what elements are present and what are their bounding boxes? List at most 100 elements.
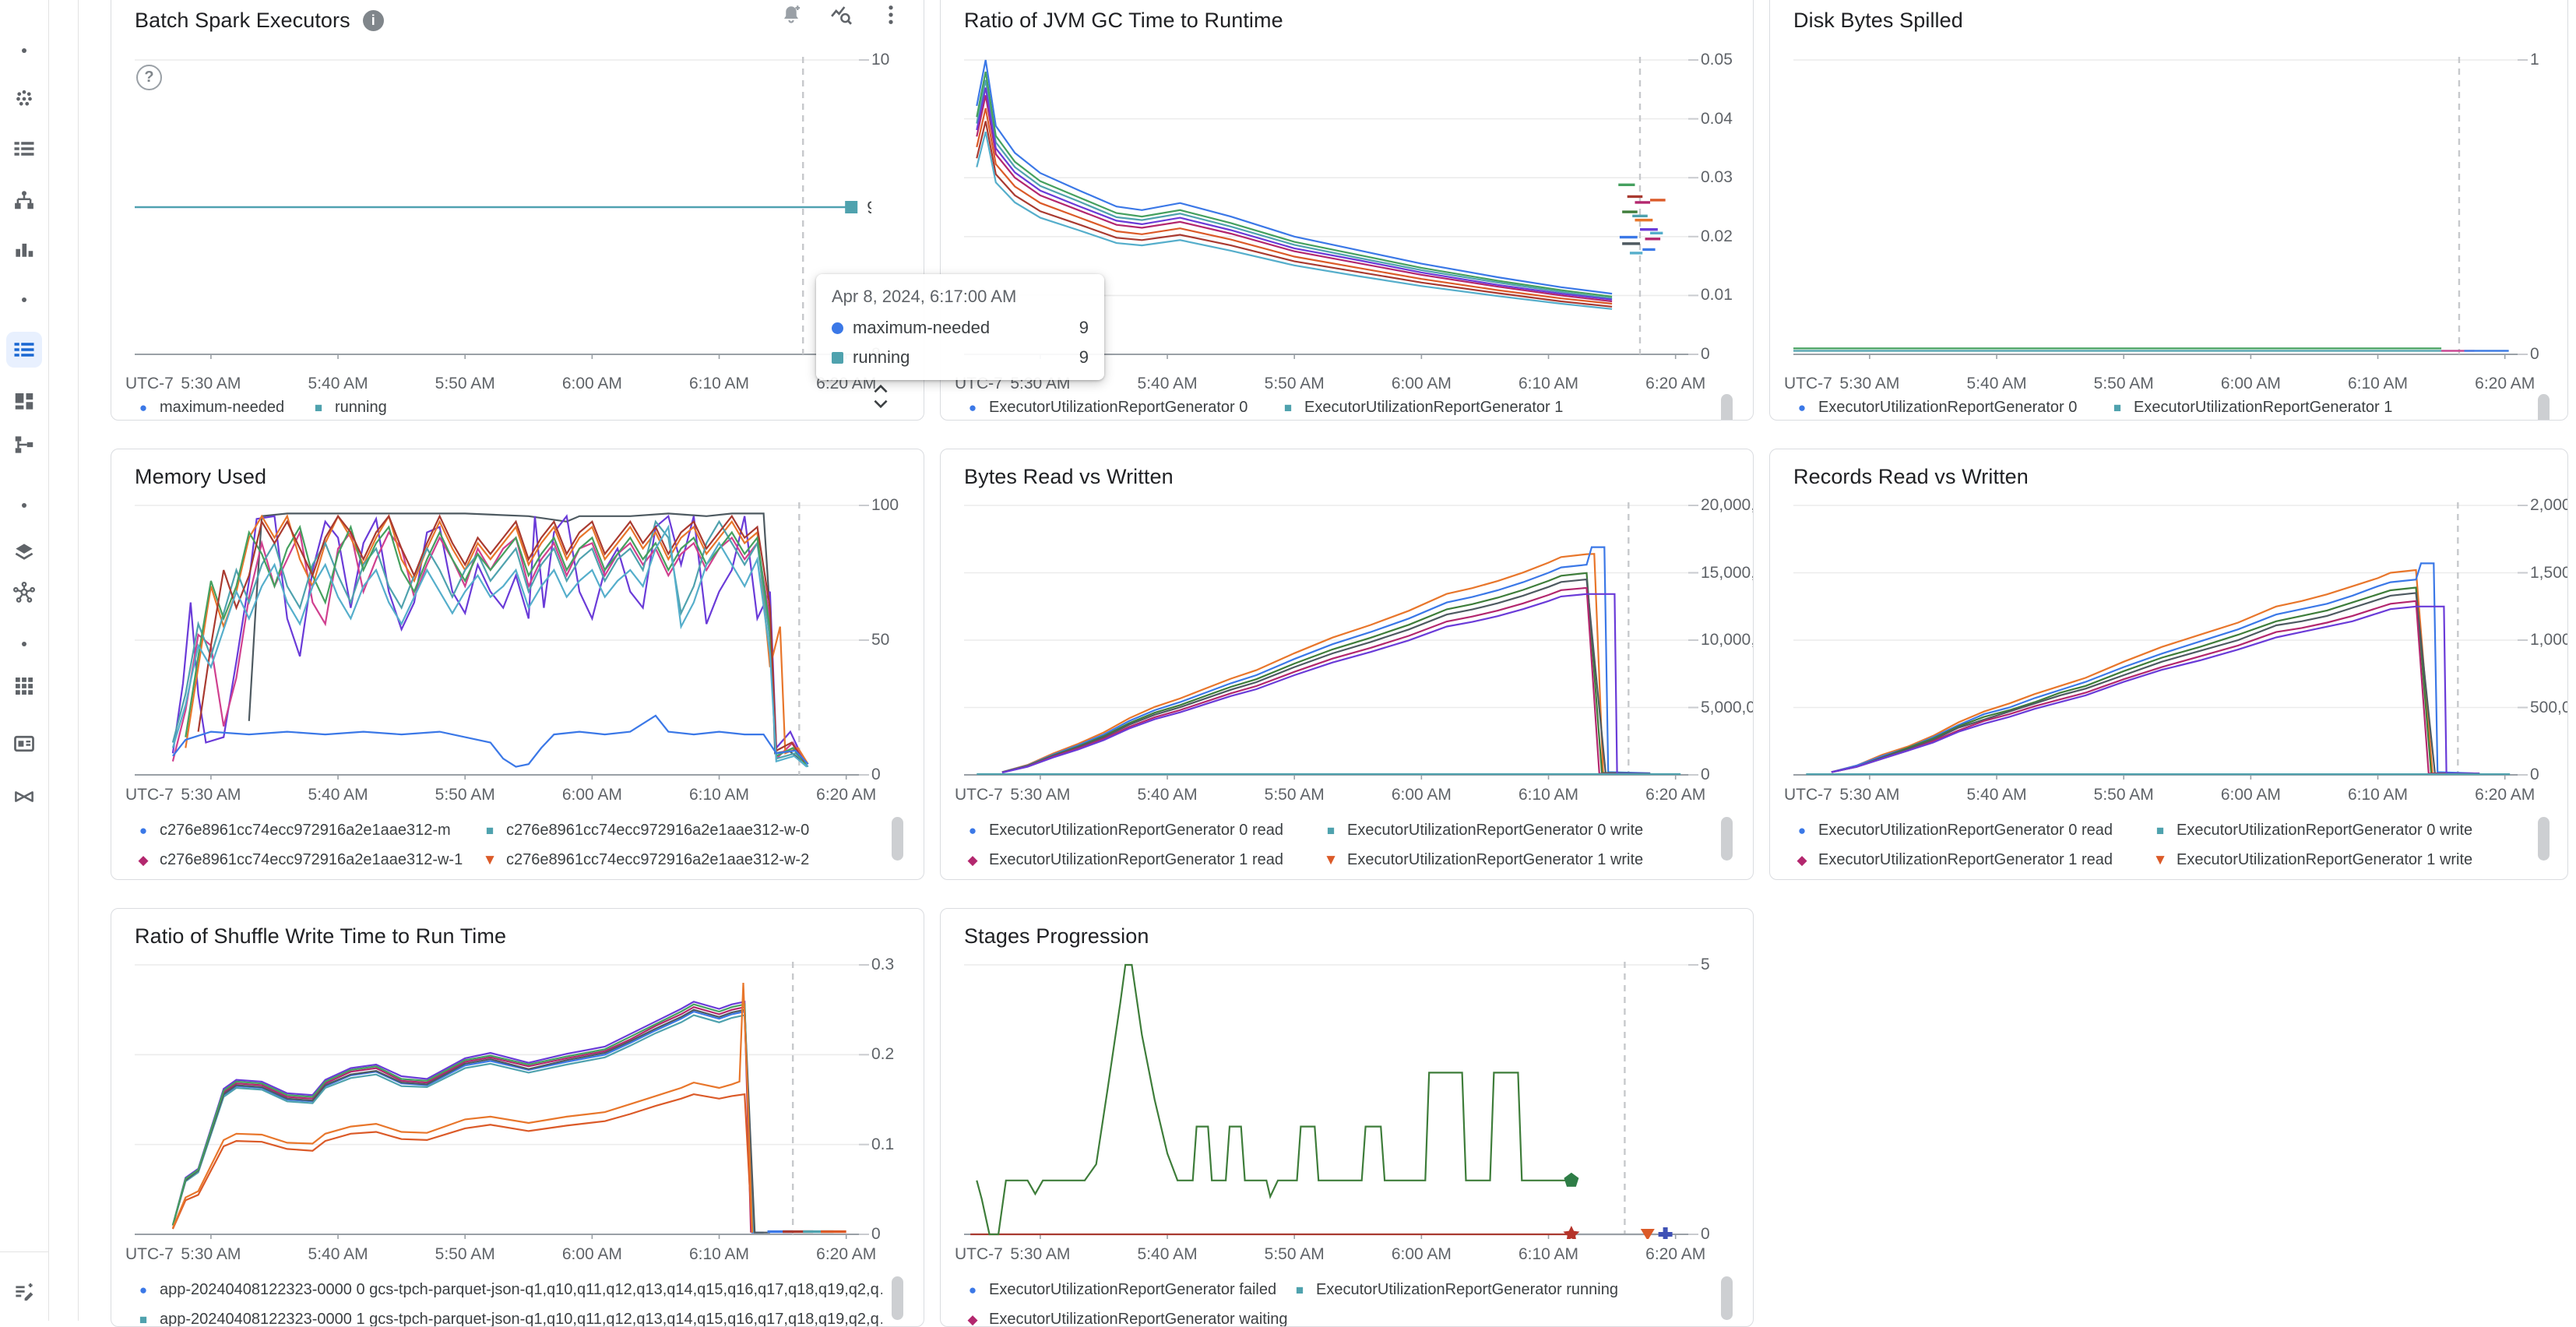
sidebar-item-flow-icon[interactable] — [6, 427, 42, 463]
legend-label: app-20240408122323-0000 1 gcs-tpch-parqu… — [160, 1311, 882, 1327]
legend-scrollbar[interactable] — [1721, 394, 1733, 421]
series-line — [173, 1005, 752, 1233]
info-icon[interactable]: i — [363, 10, 384, 31]
sidebar-item-bowtie-icon[interactable] — [6, 779, 42, 815]
legend-item[interactable]: ▼c276e8961cc74ecc972916a2e1aae312-w-2 — [481, 851, 809, 869]
help-icon[interactable]: ? — [136, 65, 162, 90]
legend-item[interactable]: ◆ExecutorUtilizationReportGenerator wait… — [964, 1311, 1288, 1327]
triangle-marker-icon: ▼ — [2152, 853, 2169, 868]
explore-chart-icon[interactable] — [827, 1, 855, 29]
legend-scrollbar[interactable] — [2538, 394, 2550, 421]
chart-canvas[interactable] — [964, 959, 1701, 1239]
sidebar-item-newspaper-icon[interactable] — [6, 726, 42, 762]
circle-marker-icon: ● — [1793, 824, 1811, 837]
legend-item[interactable]: ■running — [310, 399, 387, 417]
x-axis-label: 5:30 AM — [160, 1245, 262, 1264]
legend-item[interactable]: ●ExecutorUtilizationReportGenerator 0 — [964, 399, 1248, 417]
legend-item[interactable]: ●app-20240408122323-0000 0 gcs-tpch-parq… — [135, 1281, 882, 1299]
series-line — [1832, 588, 2479, 774]
y-axis-label: 5 — [1701, 956, 1710, 974]
x-axis-label: 5:40 AM — [287, 375, 389, 393]
legend-item[interactable]: ■ExecutorUtilizationReportGenerator 0 wr… — [2152, 822, 2472, 839]
triangle-marker-icon: ▼ — [481, 853, 498, 868]
add-alert-icon[interactable] — [777, 1, 805, 29]
x-axis-label: 5:50 AM — [414, 1245, 516, 1264]
star-marker-icon — [1563, 1226, 1579, 1239]
x-axis-label: 5:40 AM — [1946, 786, 2047, 804]
legend-item[interactable]: ●maximum-needed — [135, 399, 284, 417]
legend-item[interactable]: ●ExecutorUtilizationReportGenerator fail… — [964, 1281, 1276, 1299]
legend-item[interactable]: ■ExecutorUtilizationReportGenerator 1 — [2109, 399, 2392, 417]
legend-label: ExecutorUtilizationReportGenerator 0 — [1818, 399, 2077, 417]
legend-item[interactable]: ●ExecutorUtilizationReportGenerator 0 re… — [964, 822, 1283, 839]
legend-label: maximum-needed — [160, 399, 284, 417]
chart-canvas[interactable] — [964, 499, 1701, 780]
legend-item[interactable]: ●ExecutorUtilizationReportGenerator 0 re… — [1793, 822, 2113, 839]
legend-item[interactable]: ■ExecutorUtilizationReportGenerator 0 wr… — [1322, 822, 1643, 839]
legend-item[interactable]: ■ExecutorUtilizationReportGenerator 1 — [1279, 399, 1563, 417]
sidebar-item-list-icon[interactable] — [6, 332, 42, 368]
chart-canvas[interactable]: 9 — [135, 54, 871, 359]
y-axis-label: 100 — [871, 496, 899, 515]
legend-label: ExecutorUtilizationReportGenerator faile… — [989, 1281, 1276, 1299]
sidebar-item-tree-icon[interactable] — [6, 182, 42, 218]
more-vert-icon[interactable] — [877, 1, 905, 29]
legend-scrollbar[interactable] — [2538, 817, 2550, 861]
legend-item[interactable]: ▼ExecutorUtilizationReportGenerator 1 wr… — [1322, 851, 1643, 869]
chart-canvas[interactable] — [1793, 499, 2530, 780]
legend-item[interactable]: ■c276e8961cc74ecc972916a2e1aae312-w-0 — [481, 822, 809, 839]
y-axis-label: 0 — [871, 1225, 881, 1244]
sidebar-item-list-icon[interactable] — [6, 131, 42, 167]
legend-item[interactable]: ◆ExecutorUtilizationReportGenerator 1 re… — [964, 851, 1283, 869]
panel-shuffle-write-ratio: Ratio of Shuffle Write Time to Run Time … — [111, 908, 924, 1327]
x-axis-label: 5:50 AM — [414, 786, 516, 804]
series-line — [1832, 607, 2479, 774]
legend-item[interactable]: ■ExecutorUtilizationReportGenerator runn… — [1291, 1281, 1618, 1299]
sidebar-item-compose-icon[interactable] — [6, 1274, 42, 1310]
x-axis-label: 6:10 AM — [1498, 786, 1599, 804]
series-line — [173, 1094, 752, 1233]
x-axis-label: 5:40 AM — [1117, 375, 1218, 393]
content-divider — [78, 0, 79, 1321]
y-axis-label: 0.05 — [1701, 51, 1733, 69]
sidebar-item-grid-icon[interactable] — [6, 668, 42, 704]
legend-scrollbar[interactable] — [892, 817, 903, 861]
series-line — [1832, 593, 2479, 773]
legend-item[interactable]: ●c276e8961cc74ecc972916a2e1aae312-m — [135, 822, 451, 839]
sidebar-item-dashboard-icon[interactable] — [6, 383, 42, 419]
x-axis-label: 6:00 AM — [541, 786, 642, 804]
legend-item[interactable]: ◆c276e8961cc74ecc972916a2e1aae312-w-1 — [135, 851, 463, 869]
legend-scrollbar[interactable] — [1721, 1276, 1733, 1320]
collapse-expand-icon[interactable] — [871, 381, 891, 412]
chart-canvas[interactable] — [1793, 54, 2530, 359]
legend-item[interactable]: ▼ExecutorUtilizationReportGenerator 1 wr… — [2152, 851, 2472, 869]
legend-item[interactable]: ●ExecutorUtilizationReportGenerator 0 — [1793, 399, 2077, 417]
legend-item[interactable]: ◆ExecutorUtilizationReportGenerator 1 re… — [1793, 851, 2113, 869]
square-marker-icon: ■ — [1279, 401, 1297, 414]
sidebar-item-bar-chart-icon[interactable] — [6, 232, 42, 268]
legend-label: ExecutorUtilizationReportGenerator 0 wri… — [2177, 822, 2472, 839]
legend-item[interactable]: ■app-20240408122323-0000 1 gcs-tpch-parq… — [135, 1311, 882, 1327]
chart-canvas[interactable] — [135, 499, 871, 780]
circle-marker-icon — [832, 322, 843, 334]
x-axis-label: 5:30 AM — [990, 1245, 1091, 1264]
x-axis-label: 5:40 AM — [1946, 375, 2047, 393]
chart-canvas[interactable] — [135, 959, 871, 1239]
sidebar-item-hub-icon[interactable] — [6, 575, 42, 611]
y-axis-label: 0.3 — [871, 956, 894, 974]
legend-scrollbar[interactable] — [892, 1276, 903, 1320]
y-axis-label: 10,000,000,000 — [1701, 631, 1754, 649]
sidebar-item-layers-icon[interactable] — [6, 534, 42, 570]
sidebar-item-dot-icon[interactable] — [6, 282, 42, 318]
series-line — [1002, 588, 1650, 774]
sidebar-item-dot-icon[interactable] — [6, 488, 42, 523]
panel-bytes-read-written: Bytes Read vs Written 20,000,000,00015,0… — [940, 449, 1754, 880]
legend-label: c276e8961cc74ecc972916a2e1aae312-m — [160, 822, 451, 839]
legend-scrollbar[interactable] — [1721, 817, 1733, 861]
sidebar-item-dots-cluster-icon[interactable] — [6, 81, 42, 117]
x-axis-label: 5:30 AM — [1819, 375, 1920, 393]
sidebar-item-dot-icon[interactable] — [6, 33, 42, 69]
square-marker-icon — [832, 352, 843, 364]
sidebar-item-dot-icon[interactable] — [6, 626, 42, 662]
square-marker-icon: ■ — [2109, 401, 2126, 414]
